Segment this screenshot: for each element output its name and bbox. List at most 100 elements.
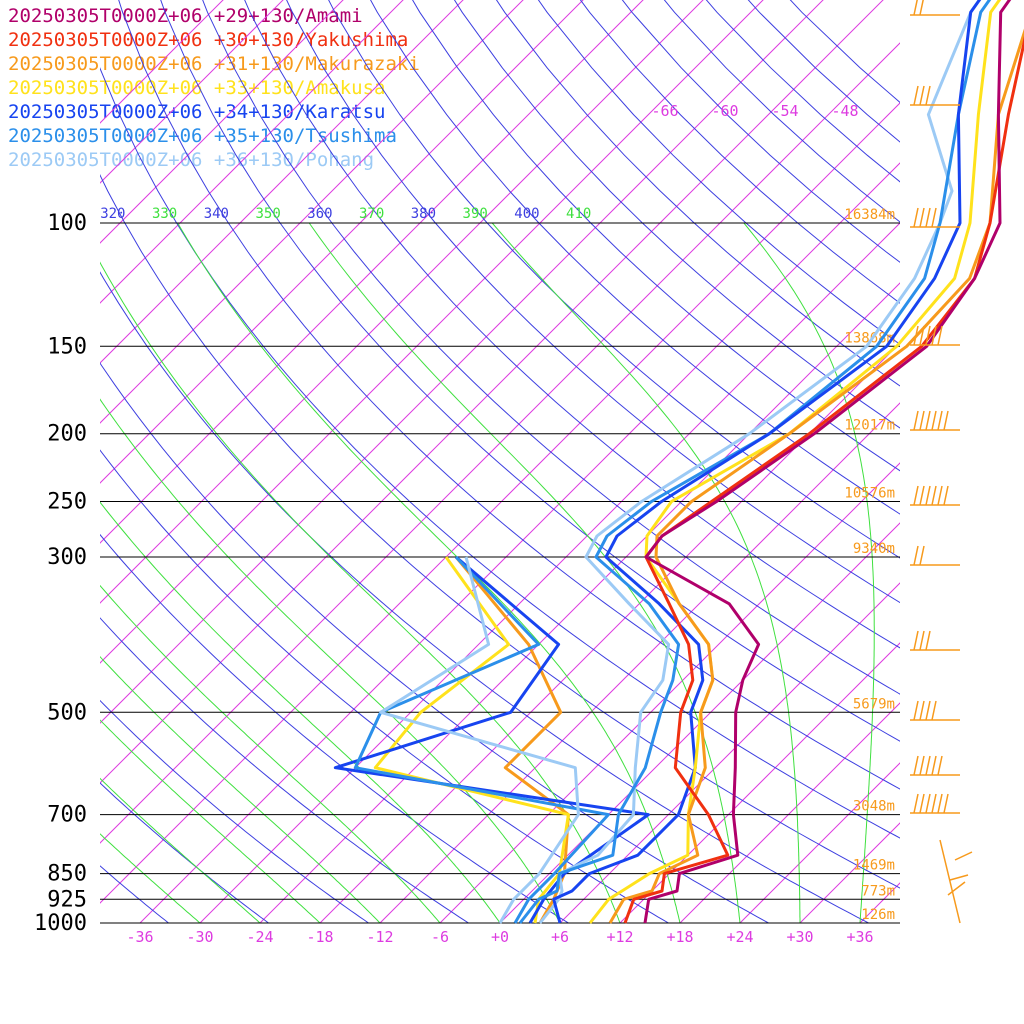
isotherm	[199, 222, 900, 923]
upper-temp-label: -66	[651, 102, 678, 120]
moist-adiabat	[100, 833, 201, 923]
wind-barb	[910, 793, 960, 814]
height-label: 12017m	[844, 418, 895, 434]
isotherm	[100, 0, 284, 184]
isotherm	[619, 642, 900, 923]
wind-barb	[910, 755, 960, 776]
height-label: 13868m	[844, 330, 895, 346]
theta-label: 330	[152, 206, 177, 222]
theta-label: 360	[307, 206, 332, 222]
wind-barb	[910, 485, 960, 506]
temperature-line	[552, 0, 982, 924]
height-label: 773m	[861, 883, 895, 899]
dry-adiabat	[286, 0, 900, 604]
isotherm	[980, 0, 1024, 923]
theta-label: 410	[566, 206, 591, 222]
height-label: 1469m	[853, 858, 895, 874]
wind-barb	[910, 410, 960, 431]
height-label: 126m	[861, 907, 895, 923]
isotherm	[739, 762, 900, 923]
temperature-line	[643, 0, 1012, 924]
dewpoint-line	[379, 556, 580, 924]
x-tick-label: +18	[666, 928, 693, 946]
isotherm	[100, 0, 584, 484]
dry-adiabat	[663, 0, 900, 223]
dry-adiabat	[370, 0, 900, 515]
isotherm	[439, 462, 900, 923]
isotherm	[259, 282, 900, 923]
dry-adiabat	[244, 0, 900, 649]
wind-barb	[910, 325, 960, 346]
dewpoint-line	[454, 556, 570, 924]
pressure-tick-label: 500	[47, 700, 87, 725]
dewpoint-line	[373, 556, 570, 924]
temperature-line	[538, 0, 982, 924]
x-tick-label: -18	[306, 928, 333, 946]
legend-entry: 20250305T0000Z+06 +33+130/Amakusa	[8, 77, 386, 99]
wind-barb	[910, 0, 960, 16]
height-label: 3048m	[853, 799, 895, 815]
dry-adiabat	[100, 67, 900, 839]
pressure-tick-label: 100	[47, 211, 87, 236]
x-tick-label: +6	[551, 928, 569, 946]
dry-adiabat	[100, 865, 170, 923]
theta-label: 390	[463, 206, 488, 222]
theta-label: 380	[411, 206, 436, 222]
x-tick-label: -36	[126, 928, 153, 946]
x-tick-label: -24	[246, 928, 273, 946]
theta-label: 320	[100, 206, 125, 222]
x-tick-label: +36	[846, 928, 873, 946]
dry-adiabat	[412, 0, 900, 472]
dry-adiabat	[100, 617, 470, 923]
height-label: 5679m	[853, 696, 895, 712]
pressure-tick-label: 150	[47, 334, 87, 359]
isotherm	[100, 102, 900, 904]
temperature-line	[623, 35, 1024, 924]
pressure-tick-label: 700	[47, 803, 87, 828]
x-tick-label: -30	[186, 928, 213, 946]
wind-barb	[910, 630, 960, 651]
legend-entry: 20250305T0000Z+06 +36+130/Pohang	[8, 149, 375, 171]
isotherm	[100, 0, 704, 604]
isotherm	[319, 342, 900, 923]
dry-adiabat	[118, 0, 900, 790]
dry-adiabat	[100, 174, 900, 889]
upper-temp-label: -60	[711, 102, 738, 120]
height-label: 9340m	[853, 541, 895, 557]
wind-barb	[939, 839, 973, 924]
wind-barb	[910, 545, 960, 566]
wind-barb	[910, 207, 960, 228]
legend-entry: 20250305T0000Z+06 +34+130/Karatsu	[8, 101, 386, 123]
x-tick-label: -6	[431, 928, 449, 946]
pressure-tick-label: 925	[47, 887, 87, 912]
temperature-line	[608, 28, 1024, 924]
x-tick-label: +30	[786, 928, 813, 946]
isotherm	[499, 522, 900, 923]
isotherm	[100, 0, 404, 304]
theta-label: 370	[359, 206, 384, 222]
isotherm	[100, 0, 884, 784]
dry-adiabat	[100, 449, 670, 923]
isotherm	[100, 0, 224, 124]
dry-adiabat	[100, 782, 270, 923]
isotherm	[100, 0, 344, 244]
x-tick-label: +24	[726, 928, 753, 946]
temperature-line	[518, 0, 992, 924]
chart-legend: 20250305T0000Z+06 +29+130/Amami 20250305T…	[8, 4, 420, 172]
height-label: 10576m	[844, 486, 895, 502]
dry-adiabat	[328, 0, 900, 559]
isotherm	[100, 0, 524, 424]
theta-label: 400	[514, 206, 539, 222]
isotherm	[100, 0, 764, 664]
dry-adiabat	[100, 533, 570, 923]
isotherm	[100, 0, 644, 544]
wind-barb	[910, 85, 960, 106]
pressure-tick-label: 300	[47, 545, 87, 570]
pressure-tick-label: 250	[47, 490, 87, 515]
upper-temp-label: -54	[771, 102, 798, 120]
dry-adiabat	[160, 0, 900, 742]
upper-temp-label: -48	[831, 102, 858, 120]
isotherm	[679, 702, 900, 923]
legend-entry: 20250305T0000Z+06 +31+130/Makurazaki	[8, 53, 420, 75]
theta-label: 350	[255, 206, 280, 222]
